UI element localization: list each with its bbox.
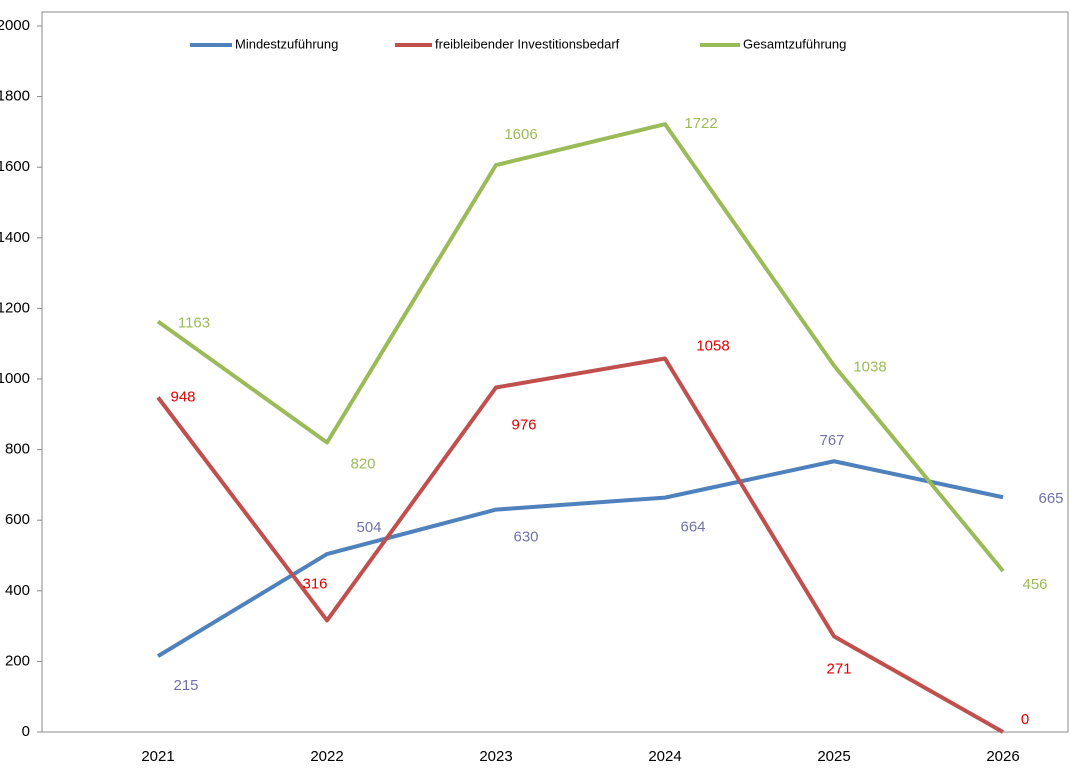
data-label: 630	[513, 529, 538, 546]
data-label: 665	[1038, 490, 1063, 507]
y-tick-label: 1000	[0, 370, 30, 387]
y-tick-label: 1200	[0, 299, 30, 316]
data-label: 820	[350, 456, 375, 473]
data-label: 1038	[853, 359, 886, 376]
legend-label: Mindestzuführung	[235, 36, 338, 51]
data-label: 767	[819, 432, 844, 449]
data-label: 316	[302, 575, 327, 592]
legend-label: freibleibender Investitionsbedarf	[435, 36, 620, 51]
data-label: 271	[826, 660, 851, 677]
data-label: 0	[1021, 711, 1029, 728]
y-tick-label: 1400	[0, 229, 30, 246]
y-tick-label: 800	[5, 441, 30, 458]
y-tick-label: 1600	[0, 158, 30, 175]
y-tick-label: 600	[5, 511, 30, 528]
data-label: 1163	[178, 314, 210, 331]
y-tick-label: 1800	[0, 88, 30, 105]
x-tick-label: 2026	[986, 748, 1019, 765]
data-label: 1058	[696, 337, 729, 354]
data-label: 948	[170, 388, 195, 405]
data-label: 1606	[504, 126, 537, 143]
series-line	[156, 122, 1005, 573]
series-line	[156, 356, 1004, 734]
y-tick-label: 200	[5, 652, 30, 669]
x-tick-label: 2023	[479, 748, 512, 765]
y-tick-label: 0	[22, 723, 30, 740]
x-tick-label: 2021	[141, 748, 174, 765]
y-tick-label: 400	[5, 582, 30, 599]
data-label: 976	[511, 416, 536, 433]
data-label: 456	[1022, 576, 1047, 593]
y-tick-label: 2000	[0, 17, 30, 34]
x-tick-label: 2025	[817, 748, 850, 765]
data-label: 664	[680, 519, 705, 536]
x-tick-label: 2024	[648, 748, 681, 765]
data-label: 215	[173, 677, 198, 694]
data-label: 1722	[684, 115, 717, 132]
x-tick-label: 2022	[310, 748, 343, 765]
data-label: 504	[356, 519, 381, 536]
legend-label: Gesamtzuführung	[743, 36, 846, 51]
series-line	[156, 459, 1004, 658]
plot-frame	[41, 11, 1069, 733]
